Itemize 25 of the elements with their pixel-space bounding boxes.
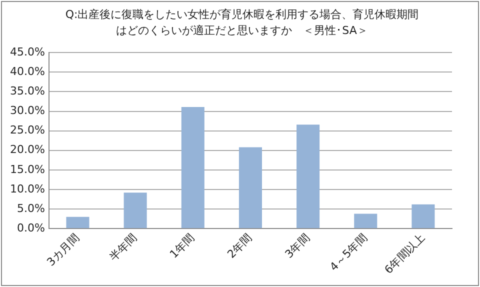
- bar: [181, 106, 204, 228]
- bar: [238, 147, 262, 228]
- x-tick-label: 1年間: [167, 231, 198, 261]
- y-tick-label: 0.0%: [16, 221, 45, 234]
- y-tick-label: 30.0%: [10, 104, 45, 118]
- bar: [66, 216, 90, 228]
- chart-title: Q:出産後に復職をしたい女性が育児休暇を利用する場合、育児休暇期間はどのくらいが適正だと思いますか ＜男性･SA＞: [64, 7, 420, 39]
- x-tick-label: 6年間以上: [382, 231, 428, 276]
- y-tick-label: 15.0%: [10, 162, 45, 176]
- y-tick-label: 45.0%: [10, 45, 45, 58]
- y-tick-label: 5.0%: [16, 202, 45, 215]
- bar: [354, 214, 378, 228]
- x-tick-label: 3年間: [282, 231, 312, 261]
- x-tick-label: 2年間: [224, 231, 255, 261]
- bar: [412, 204, 435, 228]
- x-tick-label: 3カ月間: [44, 231, 82, 269]
- y-tick-label: 25.0%: [10, 124, 45, 137]
- bar: [296, 124, 320, 228]
- y-tick-label: 40.0%: [10, 65, 45, 78]
- bar: [124, 192, 147, 228]
- x-tick-label: 半年間: [106, 231, 140, 264]
- y-tick-label: 35.0%: [10, 84, 45, 98]
- x-tick-label: 4～5年間: [327, 231, 370, 274]
- y-tick-label: 10.0%: [10, 182, 45, 196]
- y-tick-label: 20.0%: [10, 143, 45, 156]
